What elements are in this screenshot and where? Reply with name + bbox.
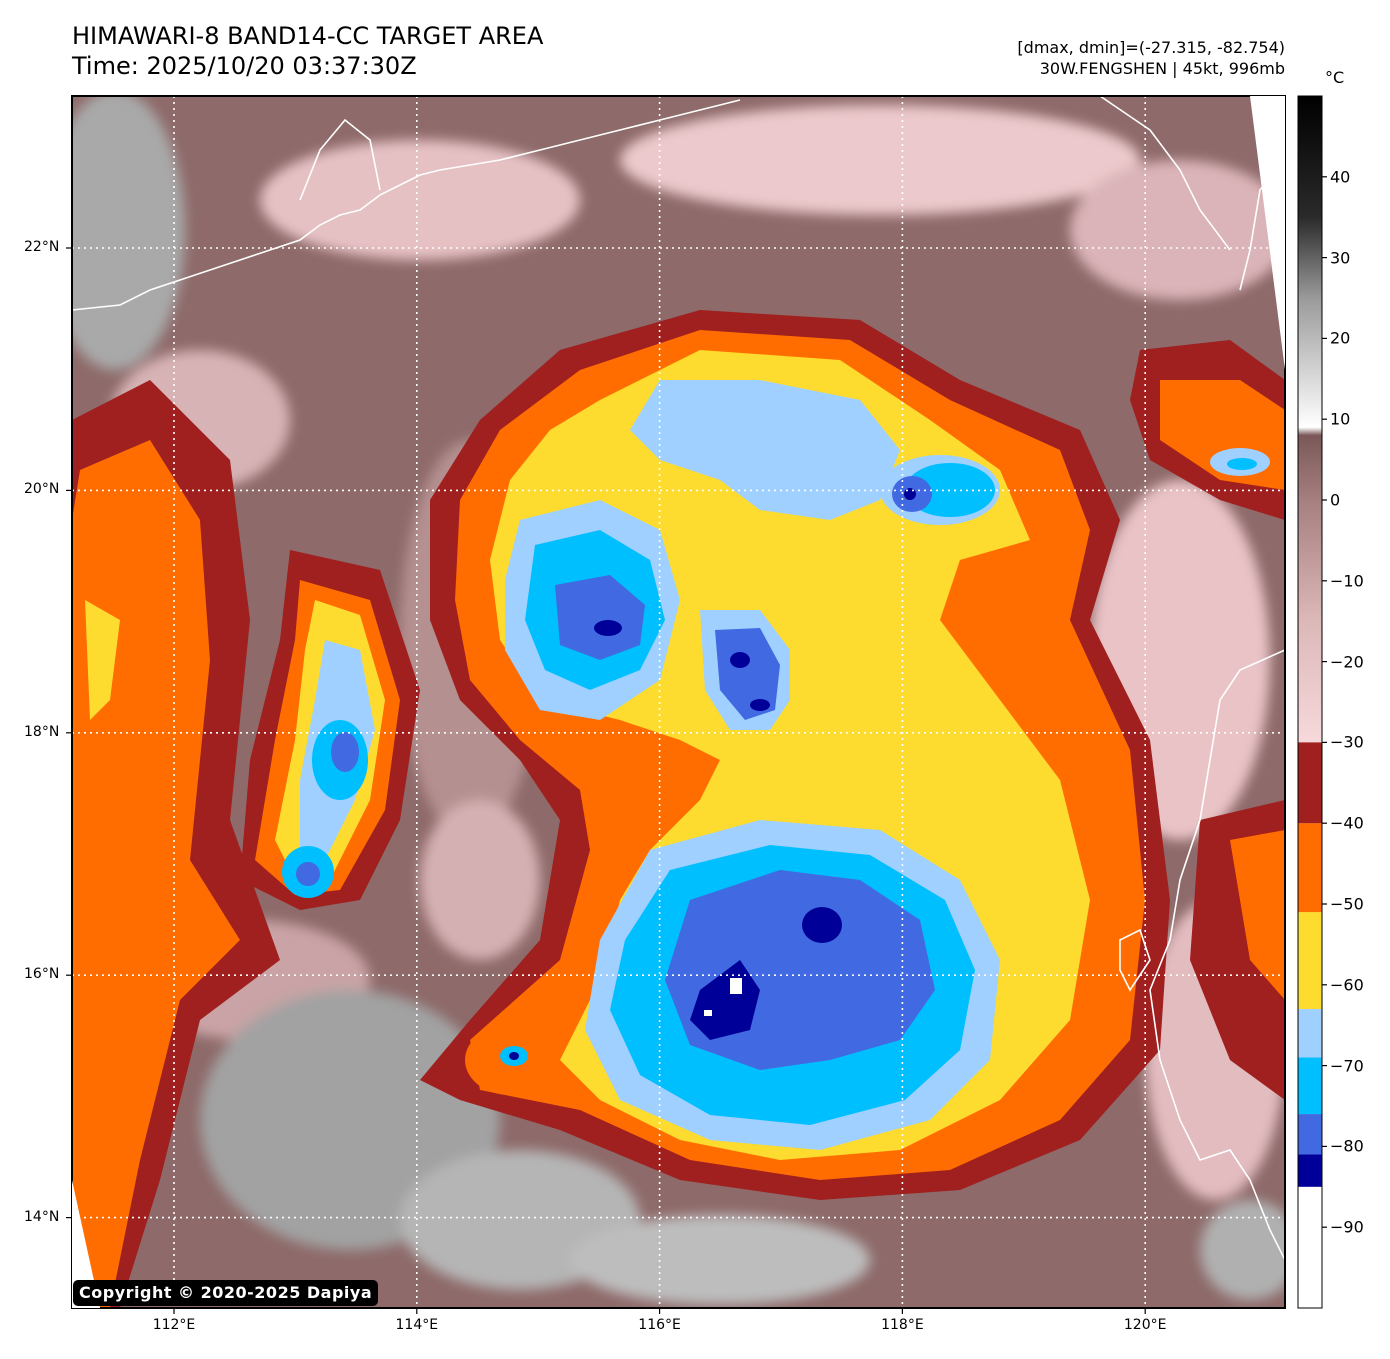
chart-title: HIMAWARI-8 BAND14-CC TARGET AREA: [72, 22, 544, 50]
colorbar-tick-label: −50: [1330, 894, 1364, 914]
colorbar-tick-label: 10: [1330, 409, 1351, 429]
lat-label: 22°N: [24, 239, 60, 255]
imagery-layer: [72, 96, 1285, 1308]
lat-label: 14°N: [24, 1208, 60, 1225]
colorbar-tick-label: −30: [1330, 732, 1364, 752]
colorbar-tick-label: −20: [1330, 652, 1364, 672]
copyright-label: Copyright © 2020-2025 Dapiya: [73, 1280, 379, 1306]
colorbar-segment: [1298, 1186, 1322, 1308]
colorbar-tick-label: −70: [1330, 1056, 1364, 1076]
colorbar-tick-label: 0: [1330, 490, 1341, 510]
colorbar: [1297, 95, 1323, 1309]
map-frame: [71, 95, 1286, 1309]
colorbar-tick-label: 20: [1330, 328, 1351, 348]
lat-label: 20°N: [24, 481, 60, 498]
lon-label: 120°E: [1123, 1317, 1167, 1333]
colorbar-tick-label: −90: [1330, 1217, 1364, 1237]
lat-label: 16°N: [24, 966, 60, 983]
colorbar-tick-label: 40: [1330, 167, 1351, 187]
colorbar-segment: [1298, 823, 1322, 913]
storm-convection: [420, 310, 1285, 1200]
gridlines: [72, 96, 1285, 1308]
colorbar-outline: [1297, 95, 1323, 1309]
chart-time: Time: 2025/10/20 03:37:30Z: [72, 52, 417, 80]
colorbar-tick-label: 30: [1330, 248, 1351, 268]
lon-label: 112°E: [152, 1317, 196, 1333]
colorbar-segment: [1298, 912, 1322, 1010]
no-data-wedge: [1250, 96, 1285, 370]
colorbar-segment: [1298, 1114, 1322, 1155]
lon-label: 118°E: [881, 1317, 924, 1333]
colorbar-unit: °C: [1325, 68, 1345, 87]
left-rainband: [72, 380, 420, 1308]
colorbar-segment: [1298, 1057, 1322, 1115]
colorbar-tick-label: −40: [1330, 813, 1364, 833]
storm-info: 30W.FENGSHEN | 45kt, 996mb: [1039, 59, 1285, 78]
lat-label: 18°N: [24, 723, 60, 740]
no-data-wedge-left: [72, 1180, 100, 1308]
colorbar-segment: [1298, 1154, 1322, 1187]
dmax-dmin-readout: [dmax, dmin]=(-27.315, -82.754): [1017, 38, 1285, 57]
colorbar-tick-label: −80: [1330, 1136, 1364, 1156]
axis-ticks: [66, 176, 1327, 1314]
colorbar-segment: [1298, 1009, 1322, 1058]
lon-label: 116°E: [638, 1317, 681, 1333]
colorbar-segment: [1298, 742, 1322, 824]
lon-label: 114°E: [395, 1317, 439, 1333]
colorbar-tick-label: −10: [1330, 571, 1364, 591]
colorbar-tick-label: −60: [1330, 975, 1364, 995]
